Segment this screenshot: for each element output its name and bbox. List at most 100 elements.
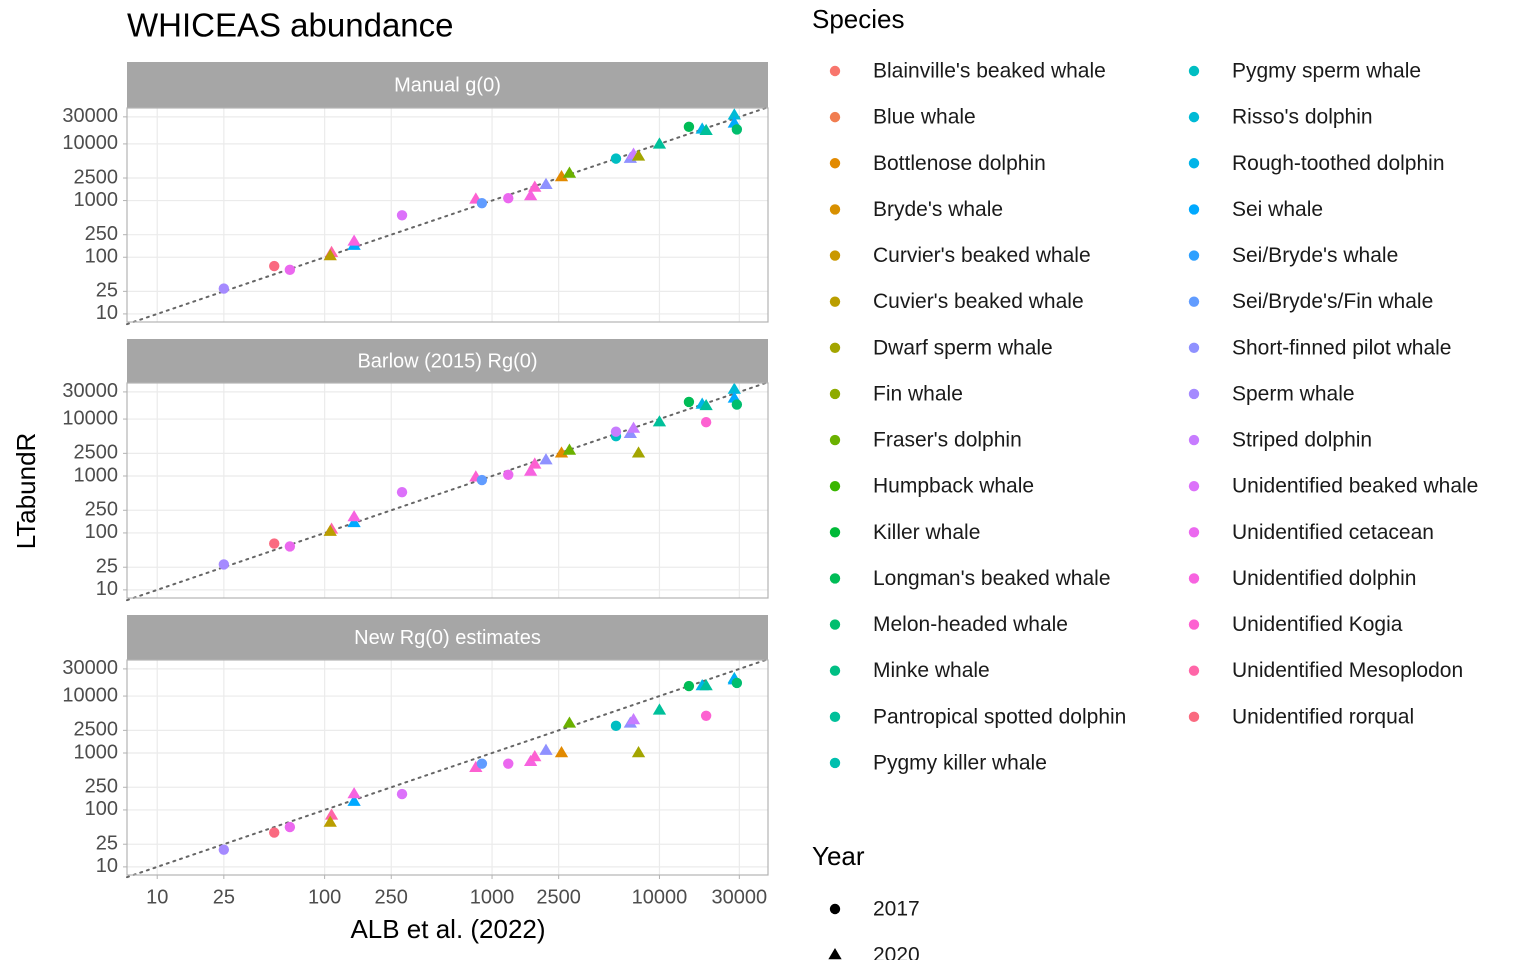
y-tick-label: 250 [85,223,118,245]
point [528,457,542,469]
x-tick-label: 100 [308,886,341,908]
point [631,446,646,458]
legend-swatch [829,903,841,915]
legend-swatch [829,111,841,123]
y-tick-label: 10000 [62,684,118,706]
legend-swatch [1188,158,1200,169]
point [323,249,337,261]
legend-label: Unidentified Mesoplodon [1232,659,1463,682]
legend-label: Unidentified rorqual [1232,705,1414,728]
strip-title: New Rg(0) estimates [354,627,541,649]
legend-swatch [1188,65,1200,77]
point [323,524,337,536]
chart-title: WHICEAS abundance [127,7,454,44]
legend-swatch [829,665,841,676]
strip [127,615,768,660]
y-tick-label: 100 [85,521,118,543]
legend-label: Humpback whale [873,475,1034,498]
legend-label: Risso's dolphin [1232,106,1373,129]
point [652,703,667,715]
legend-label: Unidentified dolphin [1232,567,1416,590]
point [554,746,569,758]
legend-label: Short-finned pilot whale [1232,336,1451,359]
point [396,788,408,800]
point [347,510,361,522]
point [396,486,408,498]
point [610,720,622,732]
legend-swatch [1188,527,1200,538]
point [727,108,741,120]
point [347,234,361,246]
y-tick-label: 100 [85,246,118,268]
point [700,710,712,722]
legend-swatch [1188,573,1200,584]
legend-label: Rough-toothed dolphin [1232,152,1445,175]
legend-swatch [829,250,841,261]
legend-label: Sei/Bryde's whale [1232,244,1398,267]
point [218,844,230,855]
y-tick-label: 250 [85,499,118,521]
point [562,716,577,728]
point [731,399,743,410]
strip-title: Barlow (2015) Rg(0) [357,350,537,372]
y-tick-label: 2500 [74,719,119,741]
legend-swatch [1188,434,1200,446]
legend-label: Longman's beaked whale [873,567,1111,590]
point [539,743,553,755]
legend-label: Sei/Bryde's/Fin whale [1232,290,1433,313]
point [476,197,488,209]
legend-swatch [829,204,841,215]
point [699,679,713,691]
point [284,821,296,833]
point [476,758,488,769]
point [396,210,408,221]
point [523,464,538,476]
legend-swatch [829,573,841,584]
legend-label: Striped dolphin [1232,429,1372,452]
y-tick-label: 1000 [74,741,119,763]
strip-title: Manual g(0) [394,74,501,96]
legend-swatch [829,527,841,538]
y-tick-label: 10000 [62,407,118,429]
x-tick-label: 1000 [470,886,515,908]
legend-label: Unidentified cetacean [1232,521,1434,544]
point [284,541,296,552]
legend-swatch [1188,342,1200,353]
legend-label: Bryde's whale [873,198,1003,221]
legend-swatch [829,388,841,400]
y-tick-label: 10 [96,855,118,877]
point [324,808,339,820]
point [631,149,646,161]
point [269,827,280,838]
legend-label: Bottlenose dolphin [873,152,1046,175]
y-tick-label: 30000 [62,105,118,127]
legend-swatch [1188,619,1200,630]
legend-swatch [829,342,841,353]
y-tick-label: 25 [96,556,118,578]
legend-label: Pygmy sperm whale [1232,60,1421,83]
point [731,677,743,689]
point [562,166,577,178]
point [731,124,743,135]
legend-swatch [1188,111,1200,123]
y-tick-label: 30000 [62,657,118,679]
legend-label: Minke whale [873,659,990,682]
point [503,758,514,769]
y-tick-label: 100 [85,798,118,820]
x-tick-label: 2500 [536,886,581,908]
y-tick-label: 10 [96,578,118,600]
legend-swatch [1188,711,1200,723]
legend-swatch [1188,204,1200,215]
legend-swatch [1188,480,1200,492]
legend-label: 2020 [873,944,920,960]
point [528,180,542,192]
x-tick-label: 25 [213,886,235,908]
strip [127,339,768,383]
legend-label: Cuvier's beaked whale [873,290,1084,313]
point [652,415,667,427]
x-tick-label: 30000 [712,886,768,908]
point [269,260,280,272]
y-tick-label: 25 [96,280,118,302]
